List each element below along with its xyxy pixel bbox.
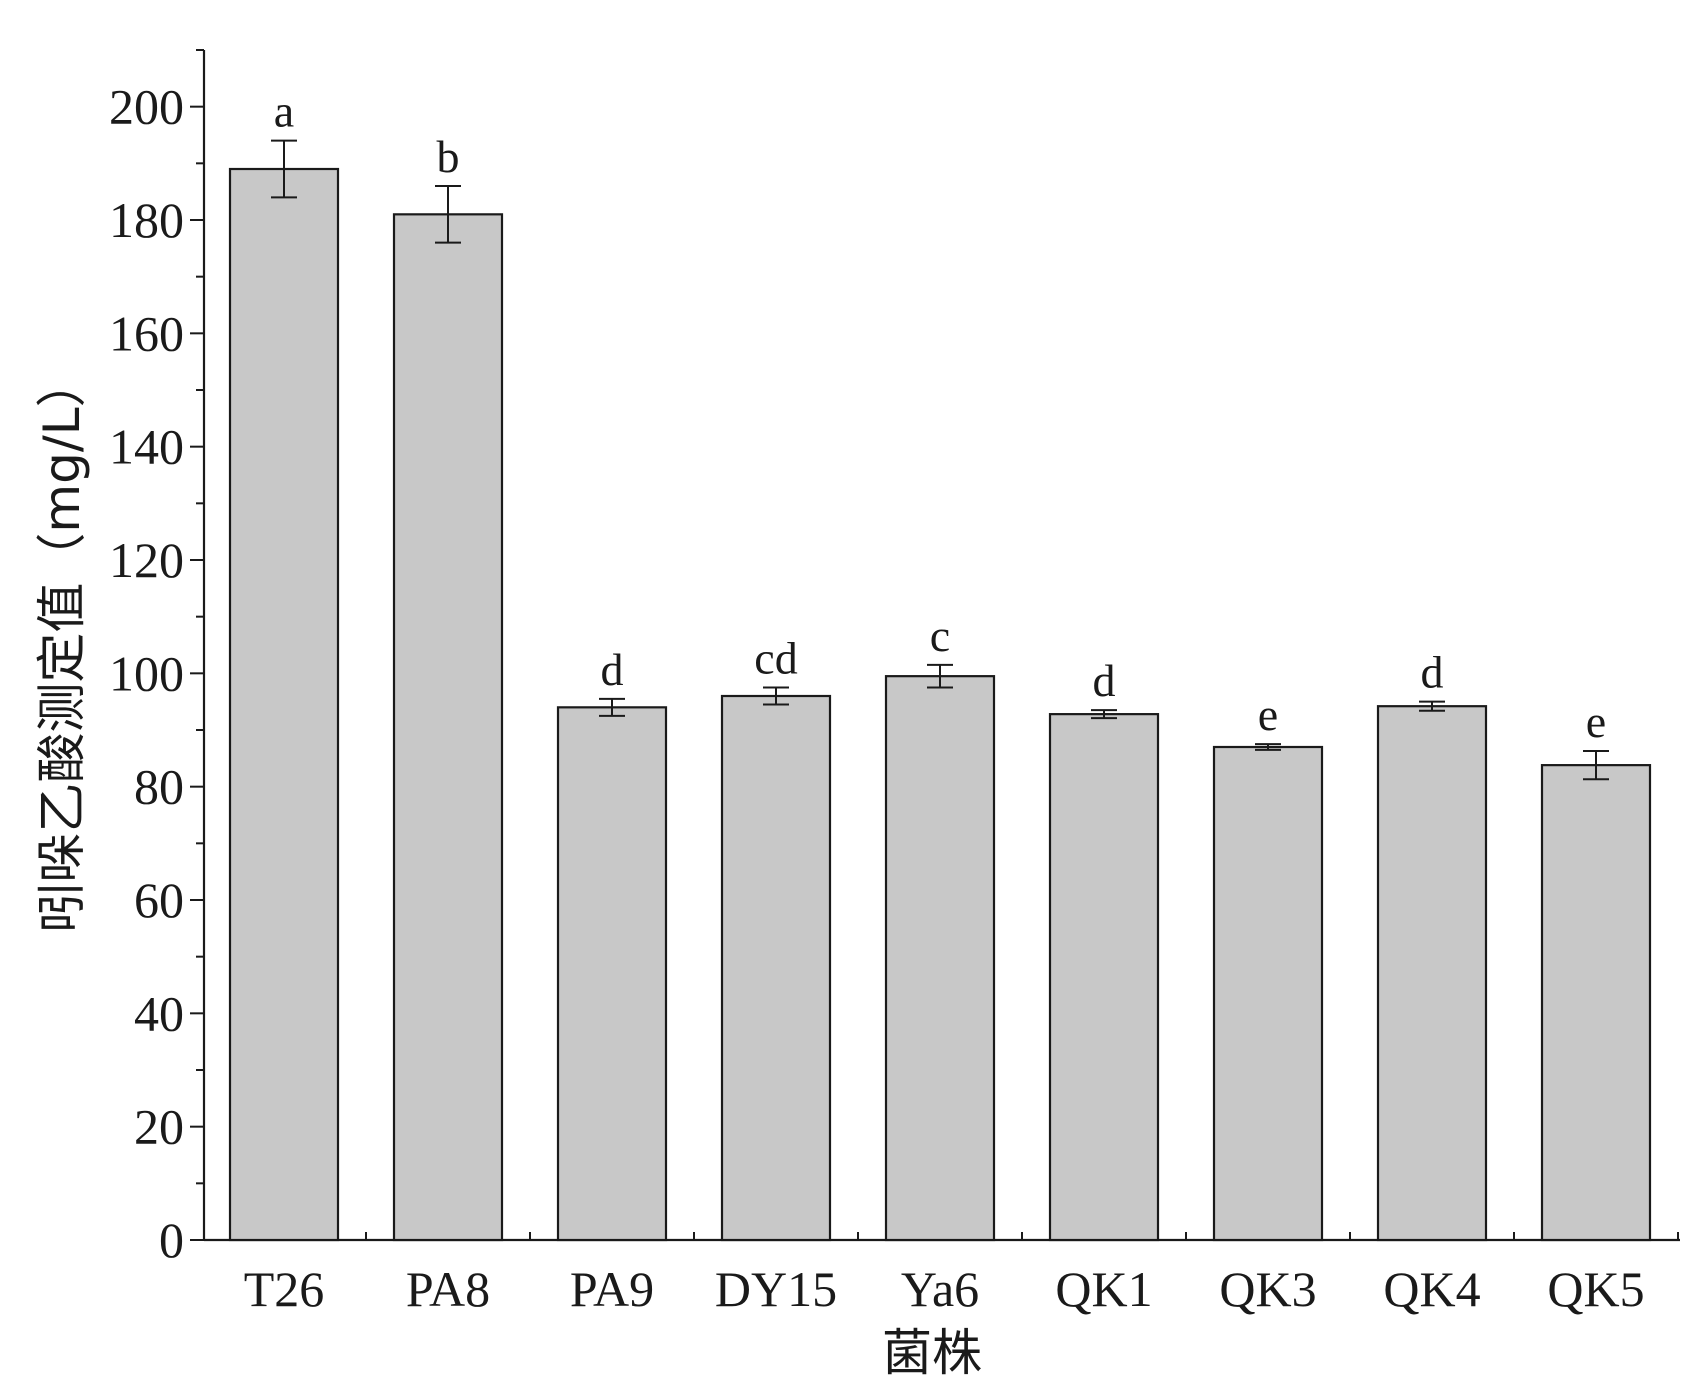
x-axis-title: 菌株 <box>882 1324 982 1382</box>
y-tick-label: 0 <box>159 1212 184 1268</box>
significance-label: e <box>1586 696 1606 747</box>
bar <box>720 694 832 1242</box>
x-tick-label: DY15 <box>715 1261 837 1317</box>
x-tick-label: PA8 <box>406 1261 490 1317</box>
x-tick-label: QK4 <box>1383 1261 1480 1317</box>
y-tick-label: 40 <box>134 985 184 1041</box>
bar <box>1048 713 1160 1242</box>
x-tick-label: PA9 <box>570 1261 654 1317</box>
bar <box>228 167 340 1242</box>
y-tick-label: 100 <box>109 645 184 701</box>
x-tick-label: QK3 <box>1219 1261 1316 1317</box>
bars <box>228 139 1652 1242</box>
y-tick-label: 180 <box>109 192 184 248</box>
significance-label: b <box>437 131 460 182</box>
significance-label: d <box>1421 647 1444 698</box>
y-tick-label: 20 <box>134 1099 184 1155</box>
x-tick-label: T26 <box>244 1261 325 1317</box>
x-tick-label: Ya6 <box>901 1261 979 1317</box>
bar <box>1212 745 1324 1242</box>
significance-label: d <box>1093 655 1116 706</box>
x-tick-label: QK5 <box>1547 1261 1644 1317</box>
significance-label: a <box>274 86 294 137</box>
y-tick-label: 120 <box>109 532 184 588</box>
significance-label: e <box>1258 689 1278 740</box>
y-tick-label: 160 <box>109 305 184 361</box>
labels: 0 20 40 60 80 100 120 140 160 180 200 a T26 b PA8 d PA9 c… <box>109 79 1645 1317</box>
bar <box>884 675 996 1242</box>
bar <box>556 706 668 1242</box>
significance-label: cd <box>754 633 797 684</box>
bar <box>1540 764 1652 1242</box>
y-tick-label: 60 <box>134 872 184 928</box>
y-axis-title: 吲哚乙酸测定值（mg/L） <box>33 357 91 932</box>
y-tick-label: 80 <box>134 759 184 815</box>
bar <box>1376 705 1488 1242</box>
y-tick-label: 200 <box>109 79 184 135</box>
bar <box>392 213 504 1242</box>
y-tick-label: 140 <box>109 419 184 475</box>
x-tick-label: QK1 <box>1055 1261 1152 1317</box>
significance-label: d <box>601 644 624 695</box>
significance-label: c <box>930 610 950 661</box>
